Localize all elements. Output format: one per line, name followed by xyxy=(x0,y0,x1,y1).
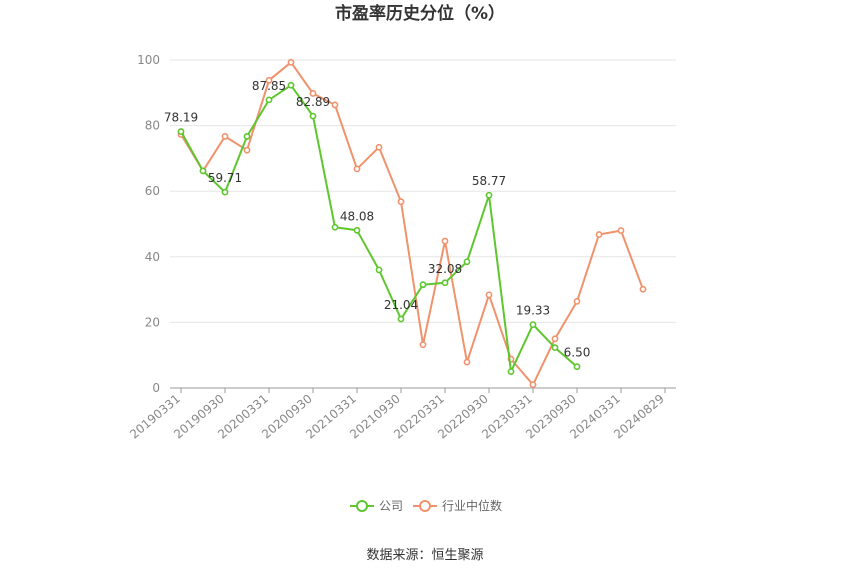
data-point-industry-median[interactable] xyxy=(529,381,537,389)
data-label: 87.85 xyxy=(252,79,286,93)
data-point-company[interactable] xyxy=(463,258,471,266)
legend-item-industry-median[interactable]: 行业中位数 xyxy=(413,498,502,513)
data-point-company[interactable] xyxy=(375,266,383,274)
y-tick-label: 20 xyxy=(145,315,160,329)
x-axis: 2019033120190930202003312020093020210331… xyxy=(127,387,676,442)
data-point-company[interactable] xyxy=(573,363,581,371)
data-point-industry-median[interactable] xyxy=(463,358,471,366)
data-point-industry-median[interactable] xyxy=(397,198,405,206)
data-point-company[interactable] xyxy=(529,321,537,328)
data-point-industry-median[interactable] xyxy=(331,101,339,109)
legend[interactable]: 公司 行业中位数 xyxy=(350,498,502,513)
data-point-industry-median[interactable] xyxy=(243,146,251,154)
series-industry-median xyxy=(177,58,647,389)
data-label: 6.50 xyxy=(564,346,591,360)
data-label: 78.19 xyxy=(164,111,198,125)
data-point-company[interactable] xyxy=(485,191,493,199)
data-point-industry-median[interactable] xyxy=(617,227,625,234)
data-point-company[interactable] xyxy=(309,112,317,120)
series-line-company xyxy=(180,84,578,373)
data-point-company[interactable] xyxy=(265,96,273,104)
data-point-company[interactable] xyxy=(199,167,207,175)
data-point-company[interactable] xyxy=(221,188,229,196)
data-point-industry-median[interactable] xyxy=(309,90,317,97)
legend-label-industry-median: 行业中位数 xyxy=(442,498,502,513)
y-tick-label: 0 xyxy=(152,381,160,395)
data-point-company[interactable] xyxy=(331,223,339,231)
data-label: 48.08 xyxy=(340,209,374,223)
source-note: 数据来源：恒生聚源 xyxy=(366,548,483,563)
y-tick-label: 40 xyxy=(145,250,160,264)
legend-marker-company xyxy=(356,500,368,512)
data-label: 59.71 xyxy=(208,171,242,185)
data-point-company[interactable] xyxy=(353,226,361,234)
data-label: 58.77 xyxy=(472,174,506,188)
data-point-company[interactable] xyxy=(419,281,427,289)
data-point-company[interactable] xyxy=(397,315,405,323)
data-labels: 78.19 59.71 87.85 82.89 48.08 21.04 32.08 58.77… xyxy=(164,79,591,360)
y-tick-label: 100 xyxy=(137,53,160,67)
data-point-company[interactable] xyxy=(507,368,515,375)
data-point-company[interactable] xyxy=(243,133,251,140)
legend-item-company[interactable]: 公司 xyxy=(350,499,403,513)
series-layer xyxy=(177,58,647,389)
data-point-industry-median[interactable] xyxy=(265,76,273,84)
data-point-industry-median[interactable] xyxy=(573,298,581,305)
data-point-industry-median[interactable] xyxy=(441,237,449,245)
data-point-company[interactable] xyxy=(177,128,185,135)
data-point-industry-median[interactable] xyxy=(353,165,361,173)
series-company xyxy=(177,81,581,375)
data-label: 32.08 xyxy=(428,262,462,276)
data-point-company[interactable] xyxy=(441,279,449,287)
data-point-industry-median[interactable] xyxy=(551,335,559,343)
data-point-industry-median[interactable] xyxy=(375,143,383,151)
legend-label-company: 公司 xyxy=(379,499,403,513)
data-point-industry-median[interactable] xyxy=(485,291,493,299)
data-point-industry-median[interactable] xyxy=(639,285,647,293)
y-tick-label: 80 xyxy=(145,119,160,133)
data-label: 82.89 xyxy=(296,95,330,109)
y-axis: 0 20 40 60 80 100 xyxy=(137,53,160,395)
chart-title: 市盈率历史分位（%） xyxy=(335,3,505,24)
data-point-industry-median[interactable] xyxy=(287,58,295,66)
data-point-industry-median[interactable] xyxy=(595,231,603,238)
data-point-industry-median[interactable] xyxy=(221,133,229,140)
data-point-company[interactable] xyxy=(287,81,295,89)
data-label: 21.04 xyxy=(384,298,418,312)
data-label: 19.33 xyxy=(516,304,550,318)
series-line-industry-median xyxy=(180,61,644,386)
legend-marker-industry-median xyxy=(419,500,431,512)
y-tick-label: 60 xyxy=(145,184,160,198)
data-point-company[interactable] xyxy=(551,344,559,352)
data-point-industry-median[interactable] xyxy=(419,341,427,349)
